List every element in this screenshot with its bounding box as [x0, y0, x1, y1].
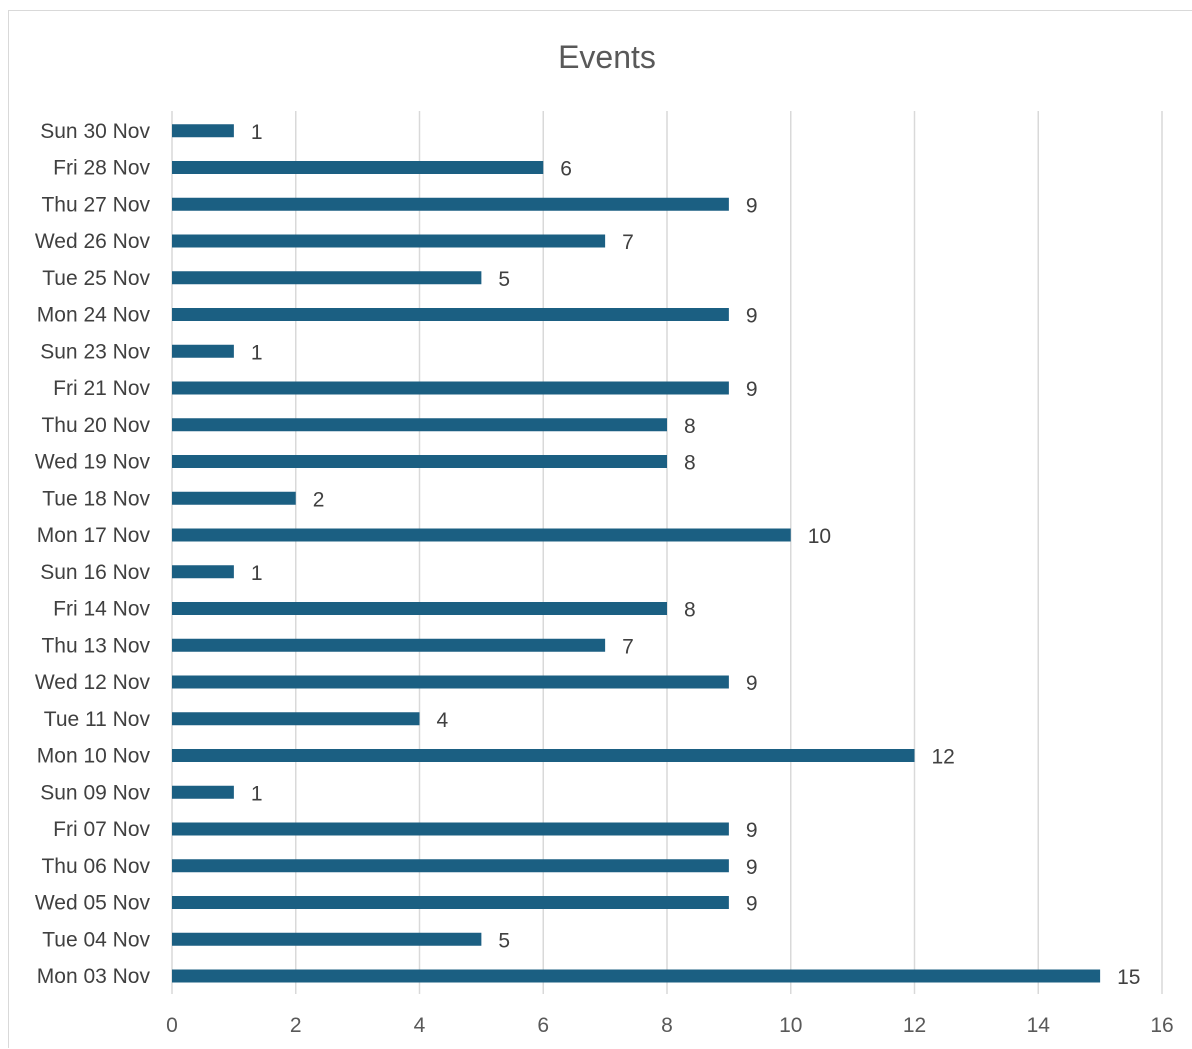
- data-label: 8: [684, 415, 696, 438]
- category-label: Tue 04 Nov: [42, 928, 150, 951]
- x-tick-label: 8: [661, 1014, 673, 1037]
- chart-title: Events: [558, 39, 656, 75]
- data-label: 12: [932, 746, 955, 769]
- x-tick-label: 16: [1150, 1014, 1173, 1037]
- value-axis: 0 2 4 6 8 10 12 14 16: [166, 1014, 1174, 1037]
- category-label: Sun 30 Nov: [40, 120, 150, 143]
- category-label: Sun 16 Nov: [40, 561, 150, 584]
- bar: [172, 381, 729, 395]
- bar: [172, 896, 729, 909]
- category-label: Fri 28 Nov: [53, 157, 150, 180]
- bar: [172, 749, 915, 762]
- bar: [172, 859, 729, 873]
- data-label: 9: [746, 856, 758, 879]
- bar: [172, 197, 729, 211]
- bar: [172, 602, 667, 615]
- data-labels: 15 5 9 9 9 1 12 4 9 7 8 1 10 2 8 8 9 1 9 5 7 9 6 1: [251, 121, 1141, 989]
- bar: [172, 308, 729, 321]
- category-label: Thu 13 Nov: [41, 634, 150, 657]
- x-tick-label: 6: [537, 1014, 549, 1037]
- category-label: Thu 27 Nov: [41, 193, 150, 216]
- data-label: 9: [746, 672, 758, 695]
- x-tick-label: 4: [414, 1014, 426, 1037]
- bar: [172, 234, 606, 248]
- bar: [172, 712, 420, 726]
- category-label: Wed 12 Nov: [35, 671, 151, 694]
- category-label: Thu 20 Nov: [41, 414, 150, 437]
- data-label: 9: [746, 194, 758, 217]
- category-label: Mon 10 Nov: [37, 745, 151, 768]
- category-label: Wed 19 Nov: [35, 451, 151, 474]
- category-label: Fri 07 Nov: [53, 818, 150, 841]
- data-label: 8: [684, 599, 696, 622]
- category-label: Tue 11 Nov: [44, 708, 151, 731]
- x-tick-label: 0: [166, 1014, 178, 1037]
- category-label: Sun 23 Nov: [40, 340, 150, 363]
- data-label: 1: [251, 341, 263, 364]
- category-label: Mon 24 Nov: [37, 304, 151, 327]
- category-label: Wed 26 Nov: [35, 230, 151, 253]
- x-tick-label: 14: [1027, 1014, 1051, 1037]
- bar: [172, 344, 234, 358]
- bar: [172, 932, 482, 946]
- data-label: 2: [313, 488, 325, 511]
- data-label: 9: [746, 893, 758, 916]
- bar: [172, 969, 1101, 983]
- x-tick-label: 10: [779, 1014, 802, 1037]
- bars: [172, 124, 1101, 983]
- bar: [172, 124, 234, 138]
- category-label: Wed 05 Nov: [35, 892, 151, 915]
- bar: [172, 161, 544, 174]
- category-label: Tue 18 Nov: [42, 487, 150, 510]
- data-label: 9: [746, 819, 758, 842]
- category-label: Thu 06 Nov: [41, 855, 150, 878]
- bar: [172, 675, 729, 689]
- category-label: Fri 14 Nov: [53, 598, 150, 621]
- data-label: 4: [437, 709, 449, 732]
- data-label: 9: [746, 305, 758, 328]
- data-label: 1: [251, 562, 263, 585]
- bar: [172, 785, 234, 799]
- data-label: 9: [746, 378, 758, 401]
- category-label: Mon 17 Nov: [37, 524, 151, 547]
- bar: [172, 271, 482, 285]
- data-label: 5: [498, 929, 510, 952]
- gridlines: [171, 111, 1163, 994]
- bar: [172, 455, 667, 468]
- data-label: 15: [1117, 966, 1140, 989]
- bar: [172, 528, 791, 542]
- x-tick-label: 2: [290, 1014, 302, 1037]
- bar-chart: 15 5 9 9 9 1 12 4 9 7 8 1 10 2 8 8 9 1 9 5 7 9 6 1 Mon 03 Nov Tu…: [35, 39, 1174, 1037]
- category-axis: Mon 03 Nov Tue 04 Nov Wed 05 Nov Thu 06 Nov…: [35, 120, 151, 988]
- bar: [172, 822, 729, 836]
- data-label: 7: [622, 635, 634, 658]
- data-label: 5: [498, 268, 510, 291]
- bar: [172, 638, 606, 652]
- data-label: 1: [251, 121, 263, 144]
- bar: [172, 418, 667, 432]
- data-label: 7: [622, 231, 634, 254]
- category-label: Tue 25 Nov: [42, 267, 150, 290]
- data-label: 8: [684, 452, 696, 475]
- bar: [172, 491, 296, 505]
- data-label: 6: [560, 158, 572, 181]
- data-label: 10: [808, 525, 831, 548]
- category-label: Mon 03 Nov: [37, 965, 151, 988]
- category-label: Sun 09 Nov: [40, 781, 150, 804]
- chart-area: 15 5 9 9 9 1 12 4 9 7 8 1 10 2 8 8 9 1 9 5 7 9 6 1 Mon 03 Nov Tu…: [8, 10, 1192, 1048]
- category-label: Fri 21 Nov: [53, 377, 150, 400]
- x-tick-label: 12: [903, 1014, 926, 1037]
- data-label: 1: [251, 782, 263, 805]
- bar: [172, 565, 234, 579]
